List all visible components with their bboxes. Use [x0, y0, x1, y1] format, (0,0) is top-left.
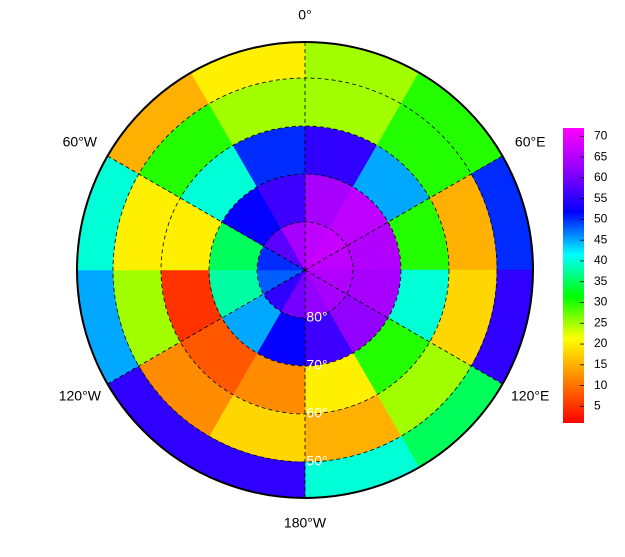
map-frame	[76, 41, 534, 499]
colorbar-tick-label: 35	[594, 274, 608, 288]
lon-label: 180°W	[284, 515, 327, 531]
colorbar-tick-label: 30	[594, 295, 608, 309]
lon-label: 0°	[298, 7, 311, 23]
graticule: 80° 70° 60° 50°	[107, 42, 503, 498]
lon-label: 120°E	[511, 388, 549, 404]
lat-label: 80°	[306, 309, 327, 325]
colorbar	[563, 128, 584, 423]
lat-label: 70°	[306, 357, 327, 373]
colorbar-tick-label: 40	[594, 253, 608, 267]
meridian	[304, 155, 503, 271]
lon-label: 60°E	[515, 134, 546, 150]
colorbar-tick-label: 70	[594, 128, 608, 142]
lat-circle	[208, 173, 402, 367]
meridian	[107, 269, 306, 385]
colorbar-tick-label: 50	[594, 212, 608, 226]
colorbar-tick-label: 60	[594, 170, 608, 184]
colorbar-tick-label: 15	[594, 357, 608, 371]
colorbar-tick-label: 10	[594, 378, 608, 392]
colorbar-tick-label: 5	[594, 399, 601, 413]
colorbar-tick-label: 20	[594, 336, 608, 350]
colorbar-tick-label: 25	[594, 315, 608, 329]
meridian	[107, 155, 306, 271]
colorbar-tick-label: 65	[594, 149, 608, 163]
lat-label: 60°	[306, 405, 327, 421]
lon-label: 120°W	[59, 388, 102, 404]
meridian	[304, 269, 503, 385]
lat-circle	[256, 221, 354, 319]
lat-label: 50°	[306, 453, 327, 469]
heatmap	[77, 42, 533, 498]
lon-label: 60°W	[63, 134, 98, 150]
colorbar-tick-label: 55	[594, 191, 608, 205]
colorbar-tick-label: 45	[594, 232, 608, 246]
